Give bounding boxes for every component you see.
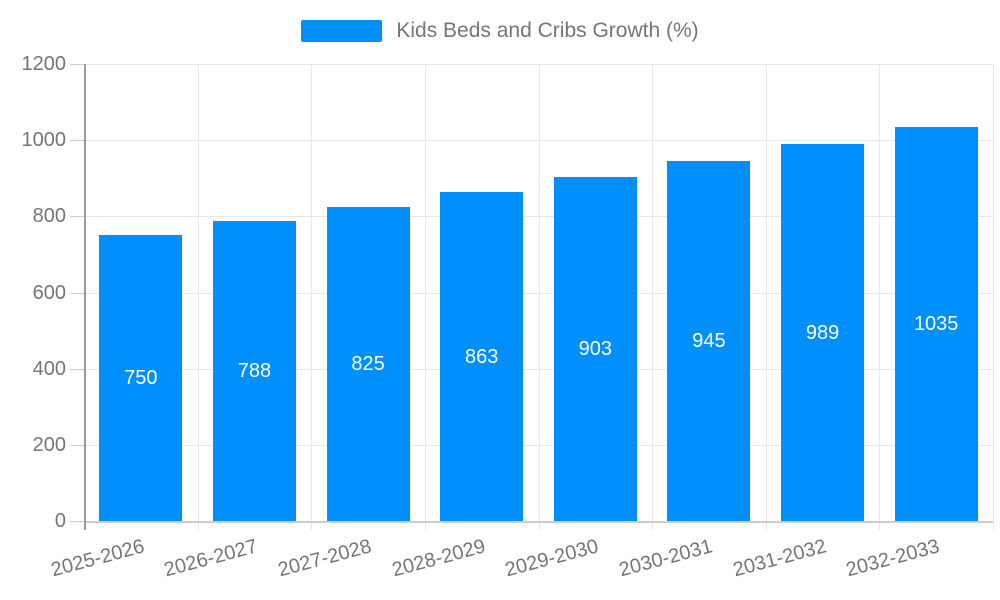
x-gridline [652, 64, 654, 530]
y-axis-tick [70, 216, 84, 218]
bar[interactable] [99, 235, 183, 521]
y-axis-tick [70, 140, 84, 142]
bar[interactable] [894, 126, 978, 521]
bar[interactable] [667, 161, 751, 521]
bar[interactable] [553, 177, 637, 521]
x-gridline [424, 64, 426, 530]
y-axis-tick [70, 444, 84, 446]
x-gridline [197, 64, 199, 530]
bar-value-label: 989 [805, 321, 840, 344]
y-axis-tick-label: 0 [54, 510, 66, 532]
bar[interactable] [781, 144, 865, 521]
y-axis-tick-label: 200 [32, 433, 66, 456]
y-axis-line [84, 64, 86, 530]
x-axis-line [84, 521, 993, 523]
y-axis-tick-label: 400 [32, 357, 66, 380]
x-gridline [765, 64, 767, 530]
y-axis-tick [70, 64, 84, 65]
x-gridline [311, 64, 313, 530]
x-gridline [993, 64, 994, 530]
y-axis-tick [70, 521, 84, 522]
bar-value-label: 863 [465, 345, 499, 368]
y-axis-tick [70, 292, 84, 294]
bar-value-label: 1035 [913, 312, 959, 335]
bar-value-label: 945 [692, 330, 726, 353]
y-axis-tick [70, 368, 84, 370]
bar-value-label: 788 [237, 359, 272, 382]
y-axis-tick-label: 1000 [21, 129, 67, 152]
bar-value-label: 825 [351, 352, 385, 375]
bar[interactable] [440, 192, 524, 521]
legend-marker[interactable] [301, 20, 383, 42]
x-gridline [879, 64, 881, 530]
bar[interactable] [212, 220, 296, 521]
chart-legend: Kids Beds and Cribs Growth (%) [0, 20, 1000, 42]
bar[interactable] [326, 206, 410, 521]
bar-value-label: 750 [124, 367, 158, 390]
bar-value-label: 903 [578, 338, 612, 361]
y-axis-tick-label: 1200 [21, 53, 67, 75]
y-axis-tick-label: 800 [32, 205, 66, 228]
legend-label[interactable]: Kids Beds and Cribs Growth (%) [396, 19, 699, 42]
x-gridline [538, 64, 540, 530]
y-axis-tick-label: 600 [32, 281, 66, 304]
